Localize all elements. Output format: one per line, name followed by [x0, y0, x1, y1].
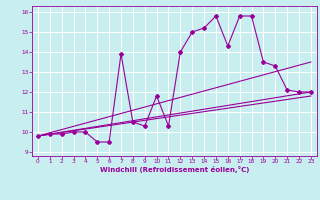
X-axis label: Windchill (Refroidissement éolien,°C): Windchill (Refroidissement éolien,°C) — [100, 166, 249, 173]
